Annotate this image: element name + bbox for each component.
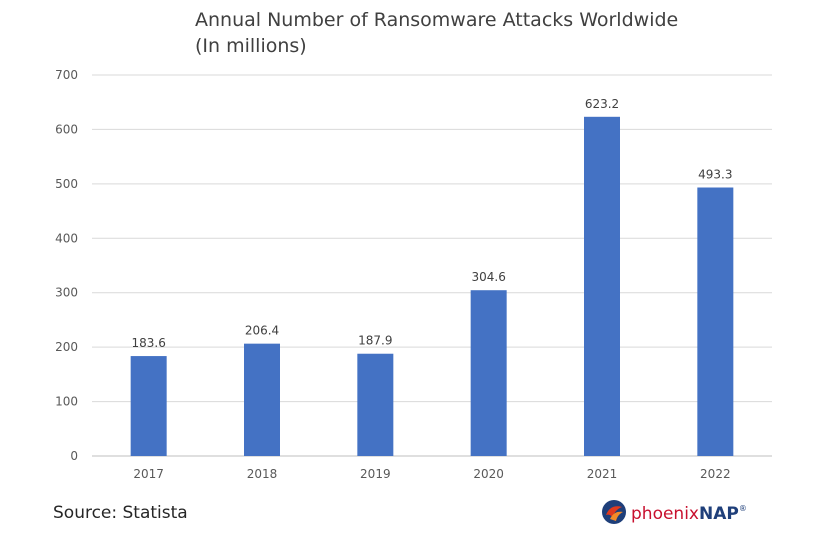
phoenix-globe-icon	[601, 499, 627, 530]
x-tick-label: 2019	[360, 467, 391, 481]
data-label: 304.6	[471, 270, 505, 284]
y-tick-label: 200	[55, 340, 78, 354]
source-note: Source: Statista	[53, 503, 188, 523]
x-tick-label: 2021	[587, 467, 618, 481]
bar	[130, 356, 167, 456]
x-tick-label: 2017	[133, 467, 164, 481]
y-tick-label: 0	[70, 449, 78, 463]
data-label: 183.6	[131, 336, 165, 350]
y-tick-label: 600	[55, 122, 78, 136]
bars	[130, 116, 734, 457]
data-label: 493.3	[698, 168, 732, 182]
phoenixnap-logo: phoenixNAP®	[601, 499, 747, 530]
logo-text-nap: NAP	[698, 504, 739, 524]
logo-wordmark: phoenixNAP®	[631, 504, 747, 524]
x-tick-label: 2020	[473, 467, 504, 481]
data-label: 623.2	[585, 97, 619, 111]
x-tick-label: 2022	[700, 467, 731, 481]
labels: 0 100 200 300 400 500 600 700 183.6 2017 206.4 2018…	[55, 68, 732, 481]
x-tick-label: 2018	[247, 467, 278, 481]
registered-mark: ®	[738, 504, 747, 513]
y-tick-label: 400	[55, 231, 78, 245]
y-tick-label: 300	[55, 286, 78, 300]
bar	[244, 343, 280, 456]
chart-title: Annual Number of Ransomware Attacks Worl…	[195, 9, 679, 31]
y-tick-label: 700	[55, 68, 78, 82]
bar	[470, 290, 507, 456]
bar	[697, 187, 734, 457]
bar	[584, 116, 620, 456]
gridlines	[92, 74, 772, 457]
bar	[357, 353, 394, 456]
data-label: 187.9	[358, 334, 392, 348]
logo-text-phoenix: phoenix	[631, 504, 699, 524]
y-tick-label: 500	[55, 177, 78, 191]
y-tick-label: 100	[55, 395, 78, 409]
chart-subtitle: (In millions)	[195, 35, 307, 57]
data-label: 206.4	[245, 324, 279, 338]
